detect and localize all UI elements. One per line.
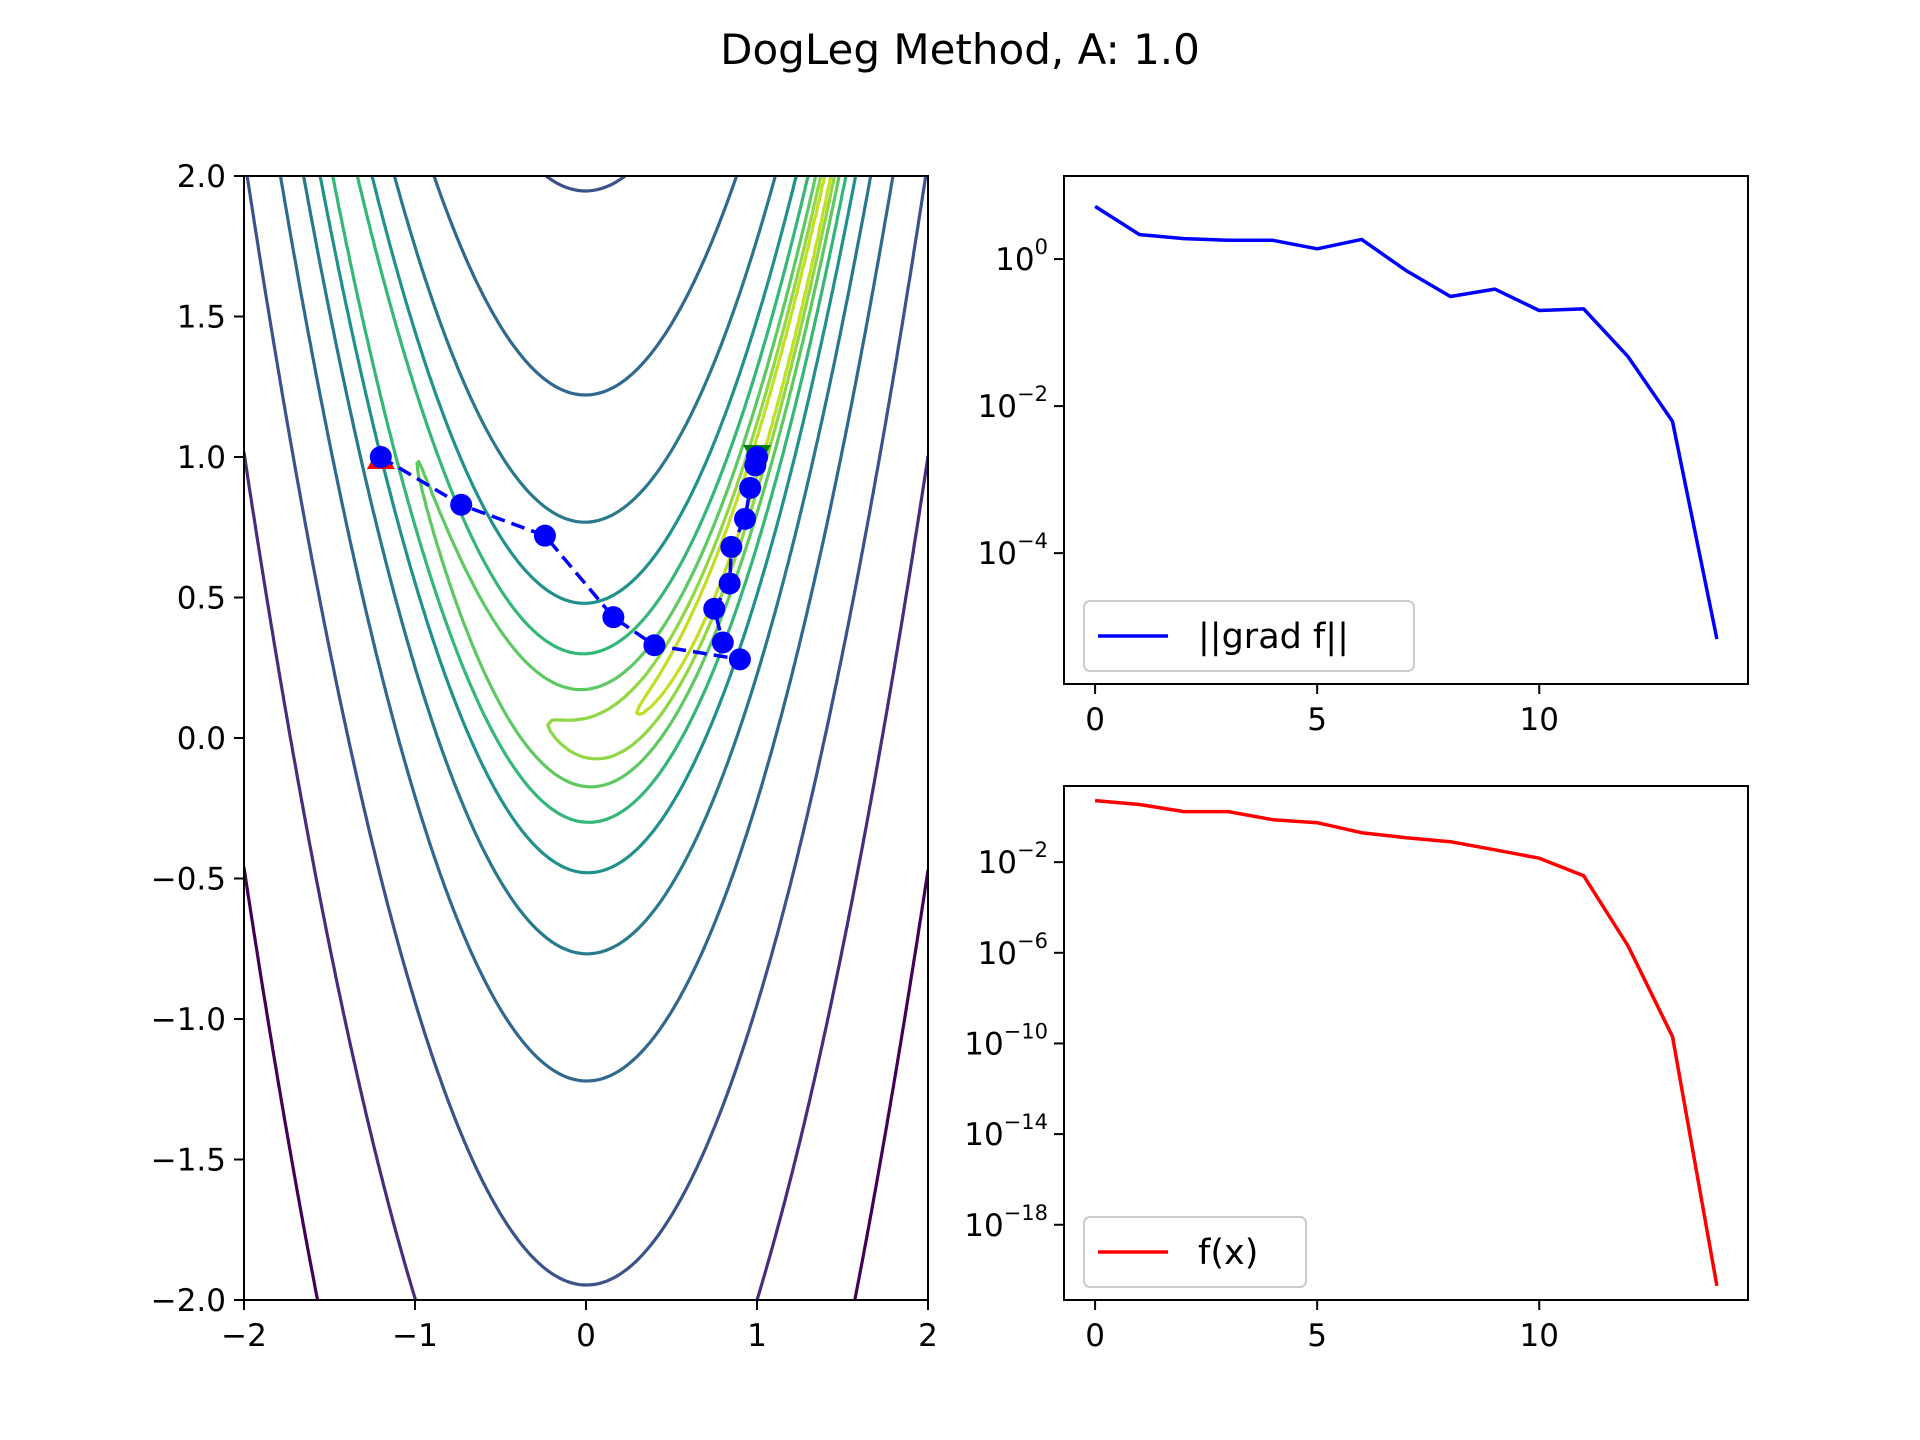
y-tick-label: −0.5 <box>151 862 226 898</box>
y-tick-label: 10−10 <box>964 1019 1048 1062</box>
x-tick-label: −2 <box>221 1318 267 1354</box>
path-point <box>703 597 726 620</box>
contour-level <box>244 866 928 1300</box>
y-tick-label: 0.5 <box>177 581 226 617</box>
legend: f(x) <box>1083 1216 1307 1288</box>
y-tick-exponent: −14 <box>1004 1110 1048 1134</box>
figure-title: DogLeg Method, A: 1.0 <box>720 25 1200 74</box>
grad-norm-panel: 0 5 10 100 10−2 10−4 ||grad f|| <box>978 175 1749 738</box>
y-tick-exponent: −2 <box>1017 838 1048 862</box>
path-point <box>720 535 743 558</box>
path-point <box>728 648 751 671</box>
y-tick-label: 10−4 <box>978 529 1048 572</box>
path-point <box>746 446 768 468</box>
x-tick-label: 10 <box>1520 1318 1559 1354</box>
y-tick-label: 10−6 <box>978 929 1048 972</box>
path-point <box>643 634 666 657</box>
y-tick-label: −1.0 <box>151 1002 226 1038</box>
y-tick-exponent: −18 <box>1004 1201 1048 1225</box>
legend-label: ||grad f|| <box>1198 617 1349 657</box>
legend: ||grad f|| <box>1083 600 1415 672</box>
y-tick-label: 0.0 <box>177 721 226 757</box>
legend-label: f(x) <box>1198 1233 1258 1273</box>
y-tick-label: 10−2 <box>978 838 1048 881</box>
optimization-path <box>379 455 759 662</box>
x-tick-label: 5 <box>1307 1318 1327 1354</box>
series-line <box>1094 204 1719 640</box>
y-tick-exponent: 0 <box>1035 235 1048 259</box>
x-tick-label: 0 <box>1085 702 1105 738</box>
series-line <box>1094 798 1719 1287</box>
path-point <box>369 446 392 468</box>
grad-plot-frame <box>1063 175 1749 685</box>
contour-level <box>278 176 895 1083</box>
y-tick-label: 10−2 <box>978 382 1048 425</box>
contour-level <box>302 176 873 956</box>
path-point <box>718 572 741 595</box>
contour-level <box>244 451 928 1300</box>
y-tick-label: 1.0 <box>177 440 226 476</box>
path-point <box>739 476 762 499</box>
legend-box <box>1083 1216 1307 1288</box>
x-tick-label: 2 <box>918 1318 938 1354</box>
y-tick-exponent: −10 <box>1004 1019 1048 1043</box>
y-tick-exponent: −6 <box>1017 929 1048 953</box>
legend-box <box>1083 600 1415 672</box>
x-tick-label: 5 <box>1307 702 1327 738</box>
x-tick-label: 1 <box>747 1318 767 1354</box>
y-tick-label: 2.0 <box>177 159 226 195</box>
path-point <box>450 493 473 516</box>
path-point <box>711 631 734 654</box>
y-tick-label: −1.5 <box>151 1143 226 1179</box>
contour-level <box>331 176 848 824</box>
path-point <box>533 524 556 547</box>
y-tick-label: 10−18 <box>964 1201 1048 1244</box>
y-tick-exponent: −4 <box>1017 529 1048 553</box>
y-tick-label: 1.5 <box>177 300 226 336</box>
y-tick-label: 10−14 <box>964 1110 1048 1153</box>
function-value-panel: 0 5 10 10−2 10−6 10−10 10−14 10−18 f(x) <box>964 785 1749 1354</box>
path-point <box>602 606 625 629</box>
contour-lines <box>244 176 928 1300</box>
x-tick-label: −1 <box>392 1318 438 1354</box>
path-point <box>734 507 757 530</box>
x-tick-label: 10 <box>1520 702 1559 738</box>
y-tick-label: 100 <box>995 235 1048 278</box>
y-tick-label: −2.0 <box>151 1283 226 1319</box>
x-tick-label: 0 <box>1085 1318 1105 1354</box>
contour-level <box>245 176 928 1287</box>
contour-panel: −2 −1 0 1 2 −2.0 −1.5 −1.0 −0.5 0.0 0.5 1.0 1.5 2.0 <box>151 159 938 1354</box>
y-tick-exponent: −2 <box>1017 382 1048 406</box>
contour-level <box>318 176 858 875</box>
x-tick-label: 0 <box>576 1318 596 1354</box>
